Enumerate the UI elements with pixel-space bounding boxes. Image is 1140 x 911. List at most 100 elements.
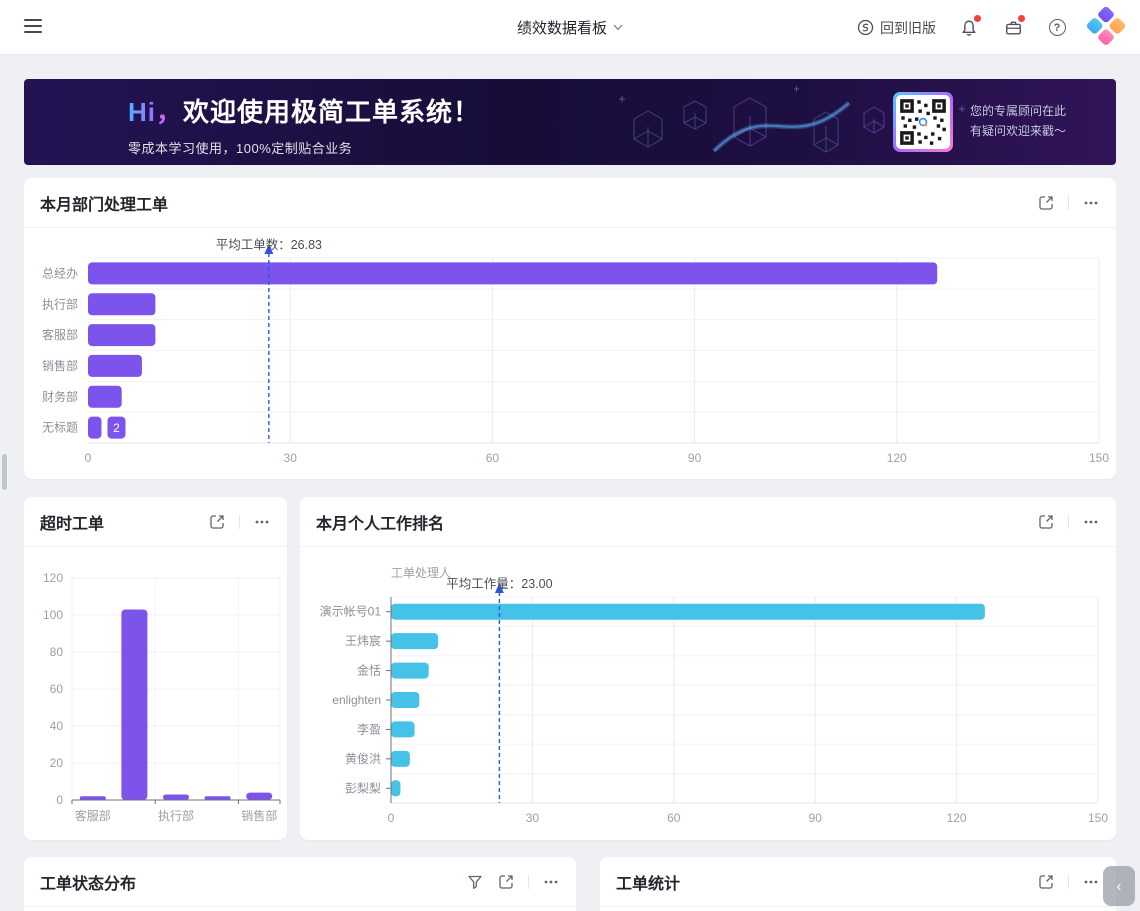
svg-text:平均工单数：26.83: 平均工单数：26.83 [216, 237, 322, 252]
svg-text:平均工作量：23.00: 平均工作量：23.00 [446, 577, 552, 591]
svg-text:enlighten: enlighten [332, 693, 381, 707]
notifications-button[interactable] [958, 14, 981, 39]
personal-chart-area: 演示帐号01 王炜宸 金恬 enlighten 李盈 黄俊洪 彭梨梨 0 30 60 90 120 15… [300, 547, 1116, 845]
logo-diamond-orange [1108, 16, 1127, 35]
topbar-actions: 回到旧版 ? [857, 0, 1127, 55]
svg-text:客服部: 客服部 [42, 327, 78, 342]
back-to-old-version-button[interactable]: 回到旧版 [857, 18, 936, 38]
help-button[interactable]: ? [1046, 17, 1068, 39]
expand-button[interactable] [1037, 513, 1055, 531]
welcome-banner: Hi，欢迎使用极简工单系统！ 零成本学习使用，100%定制贴合业务 您的专属顾问… [24, 79, 1116, 165]
history-icon [857, 19, 874, 36]
panel-header: 工单状态分布 [24, 857, 576, 907]
tools-divider [1068, 874, 1069, 889]
hamburger-menu-icon[interactable] [24, 19, 42, 35]
tools-divider [528, 874, 529, 889]
expand-button[interactable] [1037, 873, 1055, 891]
filter-icon [468, 875, 482, 889]
expand-button[interactable] [1037, 194, 1055, 212]
more-icon [1084, 201, 1098, 204]
svg-text:120: 120 [947, 811, 967, 825]
panel-title: 工单统计 [616, 875, 681, 893]
back-to-old-version-label: 回到旧版 [880, 19, 936, 36]
panel-title: 本月部门处理工单 [40, 196, 169, 214]
qr-caption-line1: 您的专属顾问在此 [970, 104, 1067, 118]
more-button[interactable] [542, 873, 560, 891]
svg-text:60: 60 [486, 451, 500, 465]
panel-tools [1037, 513, 1100, 531]
svg-text:执行部: 执行部 [158, 808, 194, 823]
more-icon [255, 520, 269, 523]
expand-icon [1039, 514, 1053, 529]
expand-button[interactable] [497, 873, 515, 891]
expand-icon [499, 874, 513, 889]
more-icon [1084, 880, 1098, 883]
panel-header: 工单统计 [600, 857, 1116, 907]
more-icon [1084, 520, 1098, 523]
more-button[interactable] [1082, 194, 1100, 212]
svg-text:财务部: 财务部 [42, 389, 78, 404]
panel-tools [1037, 194, 1100, 212]
left-scrollbar-thumb[interactable] [2, 454, 7, 490]
dept-chart-area: 2 总经办 执行部 客服部 销售部 财务部 无标题 0 30 60 90 120 150 平均工单数：26… [24, 228, 1116, 484]
more-button[interactable] [253, 513, 271, 531]
svg-text:销售部: 销售部 [241, 808, 277, 823]
qr-caption-line2: 有疑问欢迎来戳～ [970, 124, 1067, 138]
svg-text:销售部: 销售部 [42, 358, 78, 373]
svg-text:150: 150 [1088, 811, 1108, 825]
banner-text-block: Hi，欢迎使用极简工单系统！ 零成本学习使用，100%定制贴合业务 [128, 92, 480, 157]
bell-icon [962, 20, 976, 36]
panel-tools [208, 513, 271, 531]
dashboard-switcher[interactable]: 绩效数据看板 [517, 17, 623, 38]
svg-text:120: 120 [43, 571, 63, 585]
svg-text:90: 90 [688, 451, 702, 465]
qr-code-image [896, 95, 950, 149]
expand-icon [1039, 195, 1053, 210]
svg-text:30: 30 [526, 811, 540, 825]
panel-tools [466, 873, 560, 891]
status-distribution-panel: 工单状态分布 [24, 857, 576, 911]
svg-text:王炜宸: 王炜宸 [345, 633, 381, 648]
svg-text:无标题: 无标题 [42, 421, 78, 435]
qr-caption: 您的专属顾问在此 有疑问欢迎来戳～ [970, 101, 1066, 141]
panel-title: 工单状态分布 [40, 875, 137, 893]
banner-title: Hi，欢迎使用极简工单系统！ [128, 92, 480, 129]
personal-ranking-panel: 本月个人工作排名 演示帐号01 王炜宸 金恬 enlighten 李盈 黄俊洪 彭梨梨 0 30… [300, 497, 1116, 840]
svg-text:0: 0 [56, 793, 63, 807]
svg-text:90: 90 [809, 811, 823, 825]
panel-title: 本月个人工作排名 [316, 515, 445, 533]
app-logo[interactable] [1083, 4, 1128, 50]
collapse-chevron-icon: ‹ [1116, 877, 1122, 895]
svg-text:工单处理人: 工单处理人 [391, 566, 451, 580]
expand-icon [210, 514, 224, 529]
panel-title: 超时工单 [40, 515, 105, 533]
sidebar-collapse-handle[interactable]: ‹ [1103, 866, 1135, 906]
svg-text:执行部: 执行部 [42, 296, 78, 311]
svg-text:金恬: 金恬 [357, 663, 381, 678]
svg-text:0: 0 [388, 811, 395, 825]
dashboard-title-area: 绩效数据看板 [0, 0, 1140, 55]
workbench-button[interactable] [1002, 14, 1025, 39]
tools-divider [1068, 514, 1069, 529]
svg-text:100: 100 [43, 608, 63, 622]
panel-tools [1037, 873, 1100, 891]
more-icon [544, 880, 558, 883]
overtime-chart-area: 0 20 40 60 80 100 120 客服部 执行部 销售部 [24, 547, 287, 845]
briefcase-icon [1005, 20, 1021, 35]
chevron-down-icon [613, 24, 623, 31]
svg-text:总经办: 总经办 [42, 265, 78, 280]
expand-button[interactable] [208, 513, 226, 531]
svg-text:2: 2 [113, 421, 120, 435]
filter-button[interactable] [466, 873, 484, 891]
more-button[interactable] [1082, 513, 1100, 531]
svg-text:彭梨梨: 彭梨梨 [345, 781, 381, 795]
svg-text:60: 60 [50, 682, 64, 696]
svg-text:20: 20 [50, 756, 64, 770]
svg-text:李盈: 李盈 [357, 721, 381, 736]
qr-code [893, 92, 953, 152]
panel-header: 超时工单 [24, 497, 287, 547]
svg-text:120: 120 [887, 451, 907, 465]
notification-badge [974, 14, 981, 22]
more-button[interactable] [1082, 873, 1100, 891]
